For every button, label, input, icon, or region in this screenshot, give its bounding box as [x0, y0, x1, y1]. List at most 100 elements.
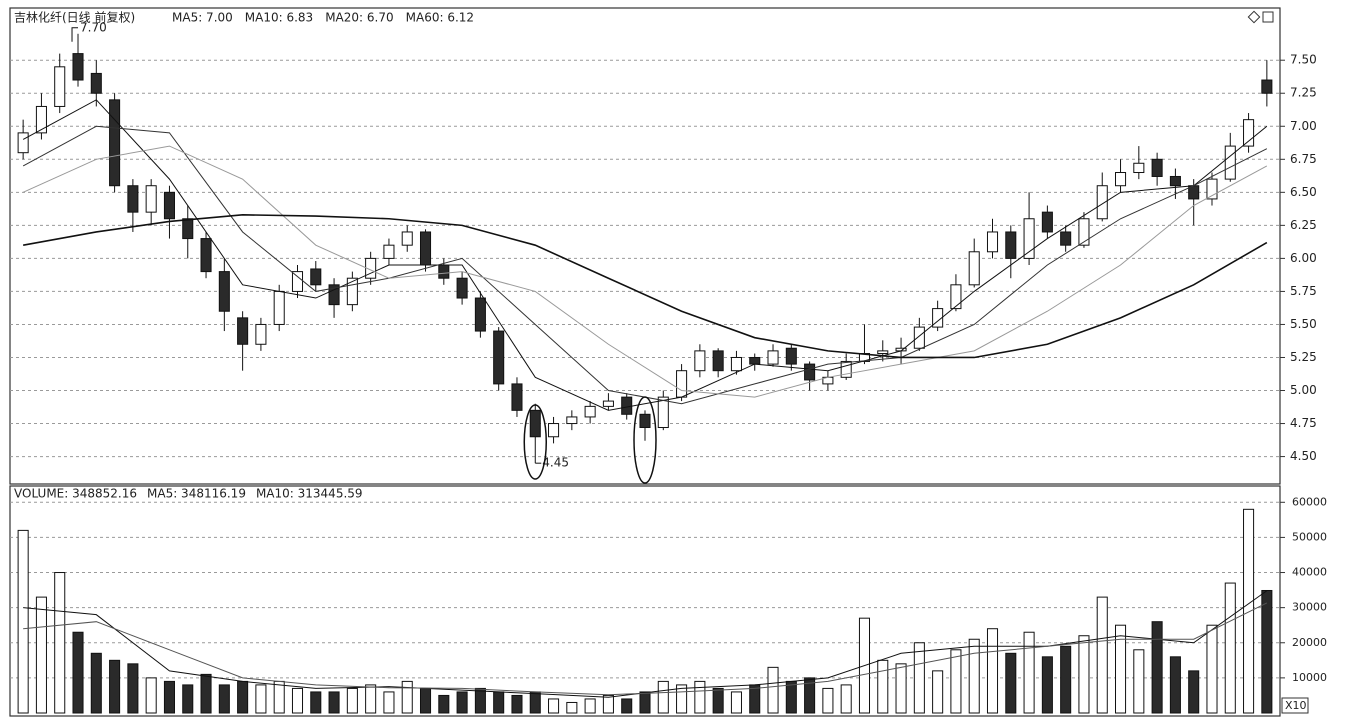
candle-body [328, 284, 340, 306]
volume-bar [1261, 589, 1273, 714]
volume-bar [493, 691, 505, 714]
candle-body [456, 277, 468, 299]
candle-body [1243, 119, 1255, 147]
y-tick-label: 6.25 [1290, 218, 1317, 232]
candle-body [986, 231, 999, 253]
volume-bar [602, 694, 614, 714]
annotation: 4.45 [542, 456, 569, 470]
volume-bar [163, 680, 175, 714]
candle-body [877, 350, 889, 355]
candle-body [1261, 79, 1273, 94]
candle-body [346, 277, 358, 306]
candle-body [54, 66, 66, 107]
candle-body [365, 257, 377, 279]
candle-body [1041, 211, 1053, 233]
candle-body [474, 297, 486, 332]
ma-line [22, 145, 1268, 398]
ma-line [23, 213, 1268, 359]
candle-body [584, 405, 596, 418]
volume-bar [1115, 624, 1127, 714]
candle-body [383, 244, 395, 259]
candle-body [566, 416, 578, 425]
ma-line [22, 99, 1268, 411]
volume-bar [365, 684, 377, 714]
candle-body [401, 231, 413, 246]
ma-line [23, 602, 1268, 696]
candle-body [1151, 158, 1163, 177]
volume-bar [804, 677, 816, 714]
candle-body [694, 350, 706, 372]
volume-title: VOLUME: 348852.16 [14, 487, 137, 501]
candle-body [273, 290, 285, 325]
volume-bar [200, 673, 212, 714]
candle-body [1206, 178, 1218, 200]
volume-bar [621, 698, 633, 714]
volume-bar [218, 684, 230, 714]
y-tick-label: 60000 [1292, 495, 1327, 508]
candle-body [749, 356, 761, 365]
y-tick-label: 20000 [1292, 636, 1327, 649]
volume-bar [438, 694, 450, 714]
y-tick-label: 4.75 [1290, 416, 1317, 430]
volume-bar [767, 666, 779, 714]
candle-body [1078, 218, 1090, 246]
y-tick-label: 5.25 [1290, 350, 1317, 364]
volume-bar [17, 529, 29, 714]
volume-panel [9, 485, 1281, 717]
legend-entry: MA5: 348116.19 [147, 487, 246, 501]
candle-body [255, 323, 267, 345]
volume-bar [54, 572, 66, 714]
volume-bar [383, 691, 395, 714]
unit-box [1281, 697, 1309, 714]
highlight-ellipse [523, 404, 548, 480]
candle-body [493, 330, 505, 385]
candle-body [90, 72, 102, 94]
volume-bar [255, 684, 267, 714]
icon[interactable] [1247, 10, 1261, 24]
candle-body [913, 326, 925, 349]
candle-body [145, 185, 157, 213]
volume-bar [328, 691, 340, 714]
volume-bar [730, 691, 742, 714]
candle-body [548, 423, 560, 438]
volume-unit: X10 [1285, 699, 1307, 712]
volume-bar [1206, 624, 1218, 714]
volume-bar [1096, 596, 1108, 714]
candle-body [109, 99, 121, 187]
volume-bar [109, 659, 121, 714]
y-tick-label: 6.50 [1290, 185, 1317, 199]
volume-bar [291, 687, 304, 714]
volume-bar [895, 663, 907, 714]
legend-entry: MA10: 313445.59 [256, 487, 363, 501]
candle-body [621, 396, 633, 415]
volume-bar [145, 677, 157, 714]
volume-bar [877, 659, 889, 714]
volume-bar [182, 684, 194, 714]
icon[interactable] [1262, 11, 1274, 23]
annotation-arrow [71, 27, 79, 42]
candle-body [676, 370, 688, 398]
volume-bar [511, 694, 523, 714]
candle-body [1096, 185, 1108, 220]
volume-bar [950, 649, 962, 714]
candle-body [529, 409, 541, 438]
volume-bar [237, 680, 249, 714]
y-tick-label: 7.00 [1290, 119, 1317, 133]
y-tick-label: 50000 [1292, 530, 1327, 543]
annotation: 7.70 [80, 20, 107, 34]
candle-body [17, 132, 29, 154]
volume-bar [72, 631, 84, 714]
volume-bar [90, 652, 102, 714]
volume-bar [529, 691, 541, 714]
candle-body [730, 356, 742, 372]
highlight-ellipse [633, 396, 657, 484]
volume-bar [749, 684, 761, 714]
candle-body [310, 268, 322, 286]
candle-body [127, 185, 139, 213]
volume-bar [694, 680, 706, 714]
y-tick-label: 6.00 [1290, 251, 1317, 265]
candle-body [602, 400, 614, 407]
volume-bar [1188, 670, 1200, 714]
legend-entry: MA5: 7.00 [172, 11, 233, 25]
